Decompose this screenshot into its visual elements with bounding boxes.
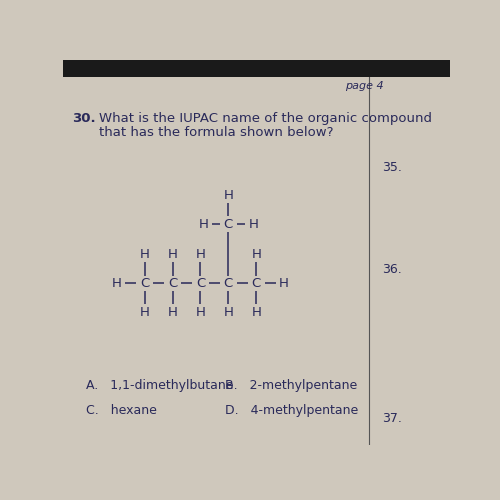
Text: 36.: 36. [382, 264, 402, 276]
Text: What is the IUPAC name of the organic compound: What is the IUPAC name of the organic co… [100, 112, 432, 125]
Text: 30.: 30. [72, 112, 96, 125]
Text: H: H [168, 306, 177, 318]
Text: C: C [196, 277, 205, 290]
Text: H: H [224, 306, 234, 318]
Text: 37.: 37. [382, 412, 402, 424]
Text: C.   hexane: C. hexane [86, 404, 156, 417]
Text: H: H [196, 306, 205, 318]
Text: H: H [279, 277, 289, 290]
Text: H: H [168, 248, 177, 261]
Text: page 4: page 4 [346, 81, 384, 91]
Text: H: H [198, 218, 208, 230]
Text: C: C [224, 277, 233, 290]
Text: H: H [252, 248, 261, 261]
Text: A.   1,1-dimethylbutane: A. 1,1-dimethylbutane [86, 379, 233, 392]
Text: H: H [252, 306, 261, 318]
Text: H: H [140, 306, 149, 318]
Text: H: H [224, 188, 234, 202]
Text: C: C [224, 218, 233, 230]
Text: B.   2-methylpentane: B. 2-methylpentane [225, 379, 358, 392]
Text: that has the formula shown below?: that has the formula shown below? [100, 126, 334, 139]
Text: C: C [168, 277, 177, 290]
Text: H: H [140, 248, 149, 261]
Text: C: C [140, 277, 149, 290]
Text: 35.: 35. [382, 162, 402, 174]
Text: D.   4-methylpentane: D. 4-methylpentane [225, 404, 358, 417]
Bar [62, 60, 450, 78]
Text: H: H [196, 248, 205, 261]
Text: C: C [252, 277, 261, 290]
Text: H: H [248, 218, 258, 230]
Text: H: H [112, 277, 122, 290]
